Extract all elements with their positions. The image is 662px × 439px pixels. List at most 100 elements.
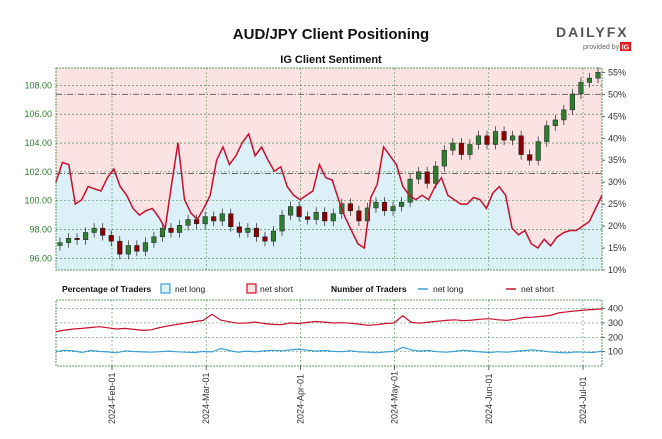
candle-body — [595, 72, 601, 79]
percent-tick-label: 40% — [608, 133, 626, 143]
candle-body — [159, 227, 166, 238]
legend-net-long-box-icon — [160, 283, 171, 294]
candle-body — [83, 232, 89, 240]
brand-name: DAILYFX — [556, 24, 629, 40]
candle-body — [322, 212, 328, 222]
legend-percent-label: Percentage of Traders — [62, 284, 152, 294]
date-tick-label: 2024-Mar-01 — [201, 372, 211, 424]
short-count-line — [55, 308, 603, 333]
price-tick-label: 108.00 — [24, 80, 52, 90]
candle-body — [168, 227, 174, 233]
candle-body — [296, 206, 302, 217]
candle-body — [527, 154, 533, 161]
candle-body — [142, 242, 148, 252]
date-tick-label: 2024-Jul-01 — [578, 376, 588, 424]
candle-body — [202, 216, 208, 225]
price-tick-label: 98.00 — [29, 225, 52, 235]
legend-net-long-label: net long — [175, 284, 206, 294]
candle-body — [544, 125, 550, 142]
candle-body — [245, 227, 251, 233]
candle-body — [492, 131, 499, 145]
percent-tick-label: 20% — [608, 221, 626, 231]
percent-tick-label: 10% — [608, 265, 626, 275]
candle-body — [176, 225, 183, 233]
candle-body — [450, 142, 456, 151]
trader-count-panel: 100 200 300 400 — [55, 299, 623, 367]
candle-body — [185, 219, 191, 226]
candle-body — [219, 213, 225, 222]
date-tick-label: 2024-Jun-01 — [484, 373, 494, 424]
candle-body — [356, 210, 362, 222]
candle-body — [125, 245, 131, 255]
candle-body — [57, 242, 63, 246]
count-tick-label: 400 — [608, 304, 623, 314]
candle-body — [253, 227, 259, 238]
candle-body — [313, 212, 319, 220]
candle-body — [236, 226, 242, 233]
chart-title: AUD/JPY Client Positioning — [233, 26, 429, 43]
candle-body — [501, 131, 507, 141]
price-tick-label: 104.00 — [24, 138, 52, 148]
candle-body — [134, 245, 140, 252]
candle-body — [100, 227, 106, 236]
percent-tick-label: 35% — [608, 155, 626, 165]
count-tick-label: 100 — [608, 347, 623, 357]
chart-legend: Percentage of Traders net long net short Nu… — [62, 283, 555, 294]
candle-body — [151, 236, 157, 243]
candle-body — [270, 230, 277, 242]
candle-body — [330, 213, 336, 222]
long-zone-background — [56, 133, 602, 270]
ig-badge-icon — [620, 42, 631, 51]
percent-tick-label: 15% — [608, 243, 626, 253]
candle-body — [475, 135, 482, 145]
percent-tick-label: 45% — [608, 111, 626, 121]
legend-count-label: Number of Traders — [331, 284, 407, 294]
candle-body — [433, 165, 439, 184]
percent-tick-label: 55% — [608, 67, 626, 77]
brand-partner: IG — [622, 45, 630, 52]
candle-body — [407, 178, 413, 203]
candle-body — [399, 201, 405, 207]
price-tick-label: 102.00 — [24, 167, 52, 177]
candle-body — [578, 82, 584, 95]
price-tick-label: 96.00 — [29, 253, 52, 263]
percent-tick-label: 30% — [608, 177, 626, 187]
candle-body — [569, 93, 575, 111]
candle-body — [194, 219, 200, 225]
candle-body — [262, 236, 268, 242]
candle-body — [390, 206, 396, 212]
legend-count-short-label: net short — [521, 284, 555, 294]
percent-tick-label: 50% — [608, 89, 626, 99]
candle-body — [561, 109, 567, 121]
legend-net-short-box-icon — [246, 283, 257, 294]
date-tick-label: 2024-Feb-01 — [107, 372, 117, 424]
price-tick-label: 100.00 — [24, 196, 52, 206]
candle-body — [535, 141, 541, 161]
main-panel-frame — [55, 67, 603, 271]
candle-body — [484, 135, 490, 145]
candle-body — [586, 77, 593, 83]
candle-body — [347, 203, 353, 212]
chart-subtitle: IG Client Sentiment — [280, 54, 382, 66]
candle-body — [279, 214, 285, 232]
candle-body — [510, 135, 516, 141]
candle-body — [211, 216, 217, 222]
candle-body — [65, 238, 72, 243]
candle-body — [467, 144, 473, 155]
candle-body — [441, 149, 447, 167]
candle-body — [373, 201, 379, 209]
main-price-panel: 96.00 98.00 100.00 102.00 104.00 106.00 108.00… — [24, 67, 626, 275]
percent-tick-label: 25% — [608, 199, 626, 209]
candle-body — [518, 135, 524, 155]
lower-panel-frame — [55, 299, 603, 367]
date-tick-label: 2024-Apr-01 — [295, 374, 305, 424]
legend-count-long-label: net long — [433, 284, 464, 294]
date-tick-label: 2024-May-01 — [390, 371, 400, 424]
candle-body — [108, 235, 114, 242]
candle-body — [288, 206, 294, 216]
legend-net-short-label: net short — [260, 284, 294, 294]
long-count-line — [55, 346, 603, 354]
price-tick-label: 106.00 — [24, 109, 52, 119]
count-tick-label: 300 — [608, 318, 623, 328]
